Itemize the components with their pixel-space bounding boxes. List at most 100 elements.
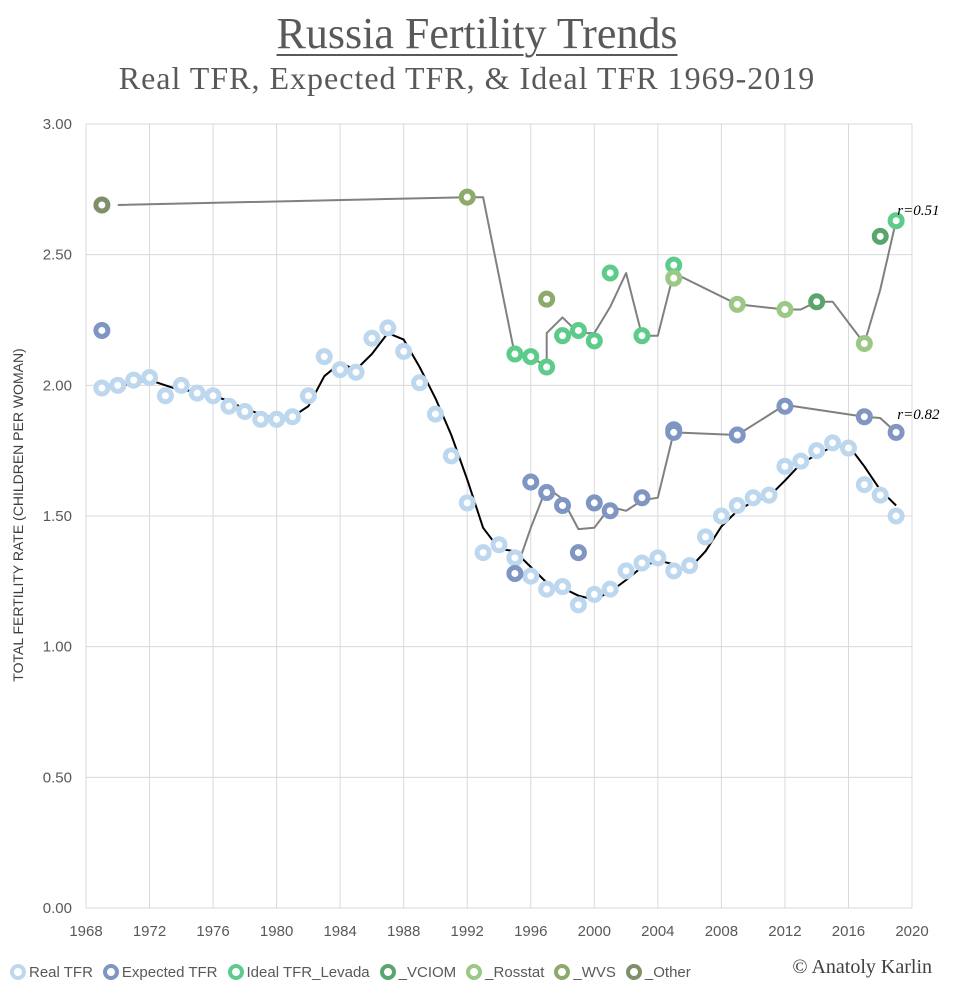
legend-label: Real TFR: [29, 963, 93, 981]
data-point: [109, 376, 127, 394]
data-point: [284, 408, 301, 426]
data-point: [506, 549, 524, 567]
data-point: [776, 457, 794, 475]
data-point: [665, 562, 683, 580]
data-point: [808, 293, 826, 311]
data-point: [871, 227, 889, 245]
data-point: [554, 327, 572, 345]
data-point: [125, 371, 143, 389]
data-point: [442, 447, 460, 465]
data-point: [776, 301, 794, 319]
legend-marker-icon: [466, 964, 483, 980]
x-axis-ticks: 1968 1972 1976 1980 1984 1988 1992 1996 2000 2004…: [69, 923, 928, 940]
data-point: [172, 376, 190, 394]
data-point: [299, 387, 317, 405]
y-axis-ticks: 0.00 0.50 1.00 1.50 2.00 2.50 3.00: [43, 116, 72, 917]
data-point: [728, 497, 746, 515]
legend-marker-icon: [554, 964, 571, 980]
data-point: [204, 387, 222, 405]
data-point: [379, 319, 397, 337]
grid: [85, 123, 913, 909]
data-point: [268, 410, 286, 428]
x-tick-label: 1972: [133, 923, 166, 940]
data-point: [601, 264, 619, 282]
data-point: [411, 374, 429, 392]
data-point: [681, 557, 699, 575]
data-point: [252, 410, 270, 428]
x-tick-label: 1988: [387, 923, 420, 940]
chart-title: Russia Fertility Trends: [276, 9, 678, 58]
chart-subtitle: Real TFR, Expected TFR, & Ideal TFR 1969…: [118, 60, 816, 96]
legend-item: _VCIOM: [379, 964, 456, 981]
data-point: [728, 426, 746, 444]
data-point: [331, 361, 349, 379]
legend-label: Ideal TFR_Levada: [246, 963, 370, 981]
data-point: [601, 580, 619, 598]
data-point: [824, 434, 842, 452]
data-point: [887, 212, 905, 230]
data-point: [871, 486, 889, 504]
data-point: [538, 290, 556, 308]
y-tick-label: 0.00: [43, 900, 72, 917]
data-point: [792, 452, 810, 470]
data-point: [665, 256, 683, 274]
data-point: [697, 528, 714, 546]
data-point: [554, 497, 572, 515]
data-point: [585, 585, 603, 603]
legend-label: _WVS: [573, 963, 616, 981]
data-point: [855, 335, 873, 353]
data-point: [887, 507, 905, 525]
data-point: [538, 580, 556, 598]
data-point: [569, 596, 587, 614]
legend-marker-icon: [10, 964, 26, 980]
x-tick-label: 1996: [514, 923, 547, 940]
data-point: [601, 502, 619, 520]
x-tick-label: 2000: [578, 923, 611, 940]
data-point: [585, 494, 603, 512]
data-point: [633, 327, 651, 345]
annotations: r=0.51 r=0.82: [897, 203, 940, 423]
data-point: [633, 554, 651, 572]
data-point: [649, 549, 667, 567]
data-point: [522, 567, 540, 585]
x-tick-label: 2016: [832, 923, 865, 940]
data-point: [554, 578, 572, 596]
data-point: [538, 483, 556, 501]
data-point: [808, 442, 826, 460]
x-tick-label: 2012: [768, 923, 801, 940]
correlation-label: r=0.51: [897, 203, 939, 219]
x-tick-label: 1980: [260, 923, 293, 940]
x-tick-label: 2004: [641, 923, 674, 940]
data-point: [347, 363, 365, 381]
data-point: [855, 476, 873, 494]
data-point: [458, 494, 476, 512]
data-point: [585, 332, 603, 350]
legend: Real TFR Expected TFR Ideal TFR_Levada _VCI…: [10, 960, 701, 984]
data-point: [855, 408, 873, 426]
legend-item: Ideal TFR_Levada: [227, 963, 370, 981]
data-point: [569, 544, 587, 562]
trendline: [117, 196, 898, 368]
legend-marker-icon: [227, 964, 244, 980]
legend-marker-icon: [102, 964, 119, 980]
legend-label: _Rosstat: [485, 963, 545, 981]
x-tick-label: 2020: [895, 923, 928, 940]
data-point: [363, 329, 381, 347]
data-point: [665, 269, 683, 287]
x-tick-label: 1992: [451, 923, 484, 940]
data-point: [236, 402, 254, 420]
data-point: [522, 348, 540, 366]
data-point: [93, 321, 111, 339]
data-point: [474, 544, 492, 562]
y-tick-label: 2.00: [43, 377, 72, 394]
data-point: [887, 423, 905, 441]
legend-label: _Other: [644, 963, 691, 981]
data-point: [315, 348, 333, 366]
y-tick-label: 0.50: [43, 769, 72, 786]
data-points: [93, 188, 905, 614]
data-point: [93, 379, 111, 397]
legend-item: Expected TFR: [102, 964, 218, 981]
data-point: [188, 384, 206, 402]
data-point: [744, 489, 762, 507]
data-point: [220, 397, 238, 415]
